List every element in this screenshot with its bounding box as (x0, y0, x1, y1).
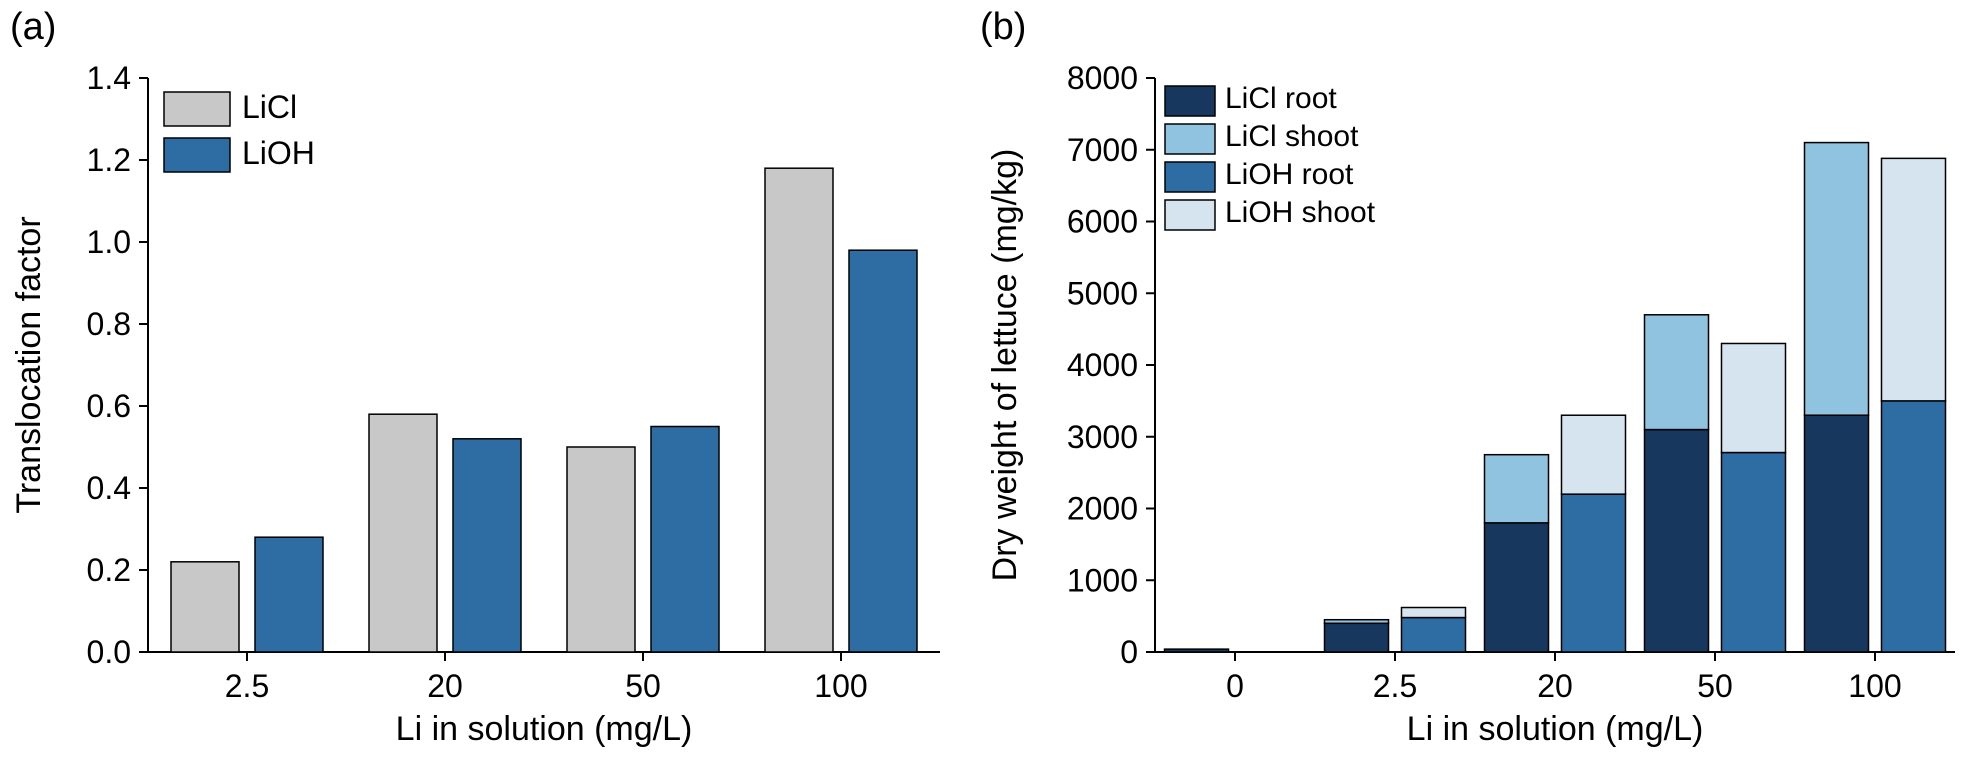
bar-lioh-root-2.5 (1400, 616, 1467, 653)
legend-label-licl-shoot: LiCl shoot (1225, 120, 1359, 153)
bar-licl-shoot-2.5 (1323, 618, 1390, 625)
bar-lioh-2.5 (254, 536, 324, 653)
legend-swatch-lioh-shoot (1164, 199, 1216, 231)
y-tick-label: 0.0 (87, 634, 131, 670)
bar-lioh-shoot-20 (1560, 414, 1627, 495)
x-tick-label: 20 (1537, 668, 1573, 704)
bar-licl-root-20 (1483, 522, 1550, 653)
y-tick-label: 0 (1120, 634, 1138, 670)
bar-lioh-root-50 (1720, 451, 1787, 653)
panel-b: (b) 0 1000 2000 3000 4000 5000 6000 7000 8000 0 2.… (970, 0, 1973, 757)
bar-licl-shoot-100 (1803, 141, 1870, 416)
bar-licl-root-2.5 (1323, 622, 1390, 653)
legend-swatch-licl-shoot (1164, 123, 1216, 155)
panel-a-label: (a) (10, 6, 57, 48)
bar-licl-shoot-20 (1483, 453, 1550, 524)
legend-swatch-lioh (163, 137, 231, 173)
bar-lioh-shoot-2.5 (1400, 606, 1467, 619)
y-tick-label: 1000 (1067, 562, 1138, 598)
y-tick-label: 2000 (1067, 491, 1138, 527)
bar-licl-100 (764, 167, 834, 653)
y-tick-label: 1.4 (87, 60, 131, 96)
panel-a: (a) 0.0 0.2 0.4 0.6 0.8 1.0 1.2 1.4 2.5 20 50 100 Li… (0, 0, 970, 757)
y-tick-label: 6000 (1067, 204, 1138, 240)
legend-label-licl: LiCl (242, 89, 297, 125)
bar-licl-2.5 (170, 561, 240, 653)
legend-label-licl-root: LiCl root (1225, 82, 1337, 115)
bar-licl-root-0 (1163, 648, 1230, 653)
legend-swatch-lioh-root (1164, 161, 1216, 193)
panel-b-label: (b) (980, 6, 1027, 48)
legend-label-lioh: LiOH (242, 135, 315, 171)
y-axis-label: Translocation factor (10, 216, 48, 513)
y-tick-label: 3000 (1067, 419, 1138, 455)
bar-lioh-20 (452, 438, 522, 653)
y-tick-label: 1.0 (87, 224, 131, 260)
bar-lioh-root-100 (1880, 400, 1947, 653)
bar-licl-50 (566, 446, 636, 653)
legend-label-lioh-shoot: LiOH shoot (1225, 196, 1376, 229)
bar-lioh-100 (848, 249, 918, 653)
x-tick-label: 2.5 (1373, 668, 1417, 704)
legend-swatch-licl-root (1164, 85, 1216, 117)
bar-lioh-shoot-100 (1880, 157, 1947, 402)
x-tick-label: 2.5 (225, 668, 269, 704)
legend-swatch-licl (163, 91, 231, 127)
y-tick-label: 5000 (1067, 275, 1138, 311)
x-axis-label: Li in solution (mg/L) (396, 710, 693, 748)
x-tick-label: 100 (814, 668, 867, 704)
y-tick-label: 1.2 (87, 142, 131, 178)
chart-b: 0 1000 2000 3000 4000 5000 6000 7000 8000 0 2.5 20 5… (986, 60, 1955, 748)
bar-licl-20 (368, 413, 438, 653)
bar-licl-root-50 (1643, 428, 1710, 653)
x-tick-label: 100 (1848, 668, 1901, 704)
x-axis-label: Li in solution (mg/L) (1407, 710, 1704, 748)
y-tick-label: 0.6 (87, 388, 131, 424)
bar-lioh-root-20 (1560, 493, 1627, 653)
bar-licl-shoot-50 (1643, 314, 1710, 431)
y-tick-label: 0.2 (87, 552, 131, 588)
x-tick-label: 20 (427, 668, 463, 704)
bar-lioh-50 (650, 425, 720, 653)
y-tick-label: 0.4 (87, 470, 131, 506)
bar-licl-root-100 (1803, 414, 1870, 653)
x-tick-label: 50 (1697, 668, 1733, 704)
x-tick-label: 50 (625, 668, 661, 704)
y-tick-label: 8000 (1067, 60, 1138, 96)
chart-a: 0.0 0.2 0.4 0.6 0.8 1.0 1.2 1.4 2.5 20 50 100 Li in … (10, 60, 940, 748)
y-tick-label: 0.8 (87, 306, 131, 342)
y-tick-label: 4000 (1067, 347, 1138, 383)
legend-label-lioh-root: LiOH root (1225, 158, 1354, 191)
x-tick-label: 0 (1226, 668, 1244, 704)
y-tick-label: 7000 (1067, 132, 1138, 168)
y-axis-label: Dry weight of lettuce (mg/kg) (986, 149, 1024, 582)
bar-lioh-shoot-50 (1720, 342, 1787, 454)
